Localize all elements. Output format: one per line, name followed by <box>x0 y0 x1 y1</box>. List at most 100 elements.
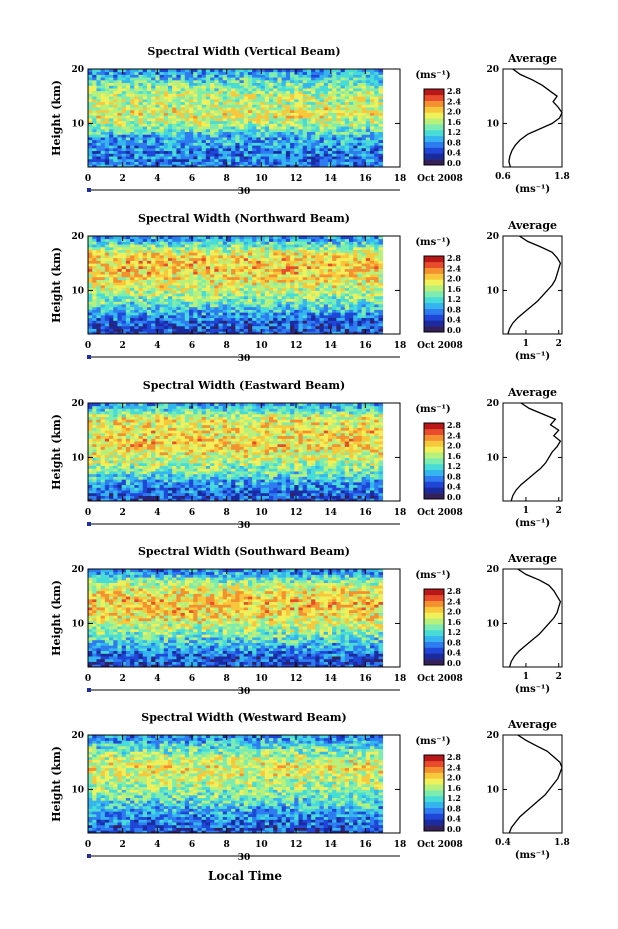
heatmap-cell <box>138 320 144 324</box>
heatmap-cell <box>117 287 123 291</box>
heatmap-cell <box>323 101 329 105</box>
heatmap-cell <box>344 145 350 149</box>
heatmap-cell <box>88 98 93 103</box>
heatmap-cell <box>285 285 291 289</box>
heatmap-cell <box>344 74 350 78</box>
heatmap-cell <box>344 323 350 327</box>
heatmap-cell <box>247 328 253 332</box>
heatmap-cell <box>159 147 165 152</box>
heatmap-cell <box>235 90 240 94</box>
heatmap-cell <box>336 260 341 264</box>
heatmap-cell <box>247 298 253 302</box>
heatmap-cell <box>298 93 304 97</box>
heatmap-cell <box>92 285 97 289</box>
heatmap-cell <box>370 265 375 270</box>
heatmap-cell <box>315 328 320 332</box>
heatmap-cell <box>252 293 257 297</box>
heatmap-cell <box>134 282 139 286</box>
heatmap-cell <box>323 298 329 302</box>
heatmap-cell <box>193 69 198 73</box>
heatmap-cell <box>163 107 169 111</box>
heatmap-cell <box>167 71 173 75</box>
heatmap-cell <box>180 320 186 324</box>
heatmap-cell <box>113 82 118 86</box>
heatmap-cell <box>348 271 354 275</box>
heatmap-cell <box>155 241 160 245</box>
heatmap-cell <box>365 164 371 168</box>
heatmap-cell <box>243 252 249 256</box>
heatmap-cell <box>130 79 135 84</box>
heatmap-cell <box>370 69 375 73</box>
heatmap-cell <box>243 142 249 146</box>
heatmap-cell <box>104 304 110 308</box>
heatmap-cell <box>327 309 333 313</box>
heatmap-cell <box>319 82 325 86</box>
heatmap-cell <box>264 320 270 324</box>
heatmap-cell <box>298 263 304 267</box>
heatmap-cell <box>113 96 118 100</box>
heatmap-cell <box>344 107 350 111</box>
heatmap-cell <box>222 104 228 108</box>
heatmap-cell <box>197 156 203 160</box>
heatmap-cell <box>239 285 245 289</box>
heatmap-cell <box>201 158 207 162</box>
heatmap-cell <box>138 98 144 103</box>
heatmap-cell <box>252 304 257 308</box>
heatmap-cell <box>163 276 169 280</box>
heatmap-cell <box>285 314 291 319</box>
heatmap-cell <box>201 153 207 157</box>
heatmap-cell <box>218 304 224 308</box>
heatmap-cell <box>353 93 358 97</box>
heatmap-cell <box>189 101 194 105</box>
heatmap-cell <box>92 255 97 259</box>
heatmap-cell <box>226 287 232 291</box>
heatmap-cell <box>134 139 139 143</box>
heatmap-cell <box>100 77 106 81</box>
heatmap-cell <box>197 276 203 280</box>
heatmap-cell <box>197 112 203 116</box>
heatmap-cell <box>125 79 131 84</box>
heatmap-cell <box>285 295 291 300</box>
heatmap-cell <box>294 241 299 245</box>
heatmap-cell <box>348 120 354 124</box>
heatmap-cell <box>92 139 97 143</box>
heatmap-cell <box>142 328 148 332</box>
heatmap-cell <box>142 153 148 157</box>
heatmap-cell <box>92 295 97 300</box>
heatmap-cell <box>353 74 358 78</box>
heatmap-cell <box>189 137 194 141</box>
heatmap-cell <box>256 85 261 89</box>
heatmap-cell <box>239 150 245 154</box>
heatmap-cell <box>273 79 278 84</box>
heatmap-cell <box>226 295 232 300</box>
heatmap-cell <box>142 74 148 78</box>
heatmap-cell <box>155 244 160 248</box>
heatmap-cell <box>134 260 139 264</box>
heatmap-cell <box>176 123 182 127</box>
heatmap-cell <box>264 101 270 105</box>
heatmap-cell <box>281 306 287 310</box>
heatmap-cell <box>205 241 211 245</box>
heatmap-cell <box>201 137 207 141</box>
heatmap-cell <box>332 263 337 267</box>
heatmap-cell <box>197 164 203 168</box>
heatmap-cell <box>374 287 379 291</box>
heatmap-cell <box>231 244 236 248</box>
heatmap-cell <box>374 331 379 335</box>
heatmap-cell <box>104 93 110 97</box>
heatmap-cell <box>370 304 375 308</box>
heatmap-cell <box>243 276 249 280</box>
heatmap-cell <box>214 96 219 100</box>
heatmap-cell <box>319 112 325 116</box>
heatmap-cell <box>172 255 177 259</box>
heatmap-cell <box>146 276 152 280</box>
heatmap-cell <box>243 150 249 154</box>
heatmap-cell <box>134 69 139 73</box>
heatmap-cell <box>269 328 274 332</box>
heatmap-cell <box>243 328 249 332</box>
heatmap-cell <box>205 79 211 84</box>
heatmap-cell <box>197 255 203 259</box>
heatmap-cell <box>378 131 384 135</box>
heatmap-cell <box>142 271 148 275</box>
heatmap-cell <box>374 325 379 329</box>
